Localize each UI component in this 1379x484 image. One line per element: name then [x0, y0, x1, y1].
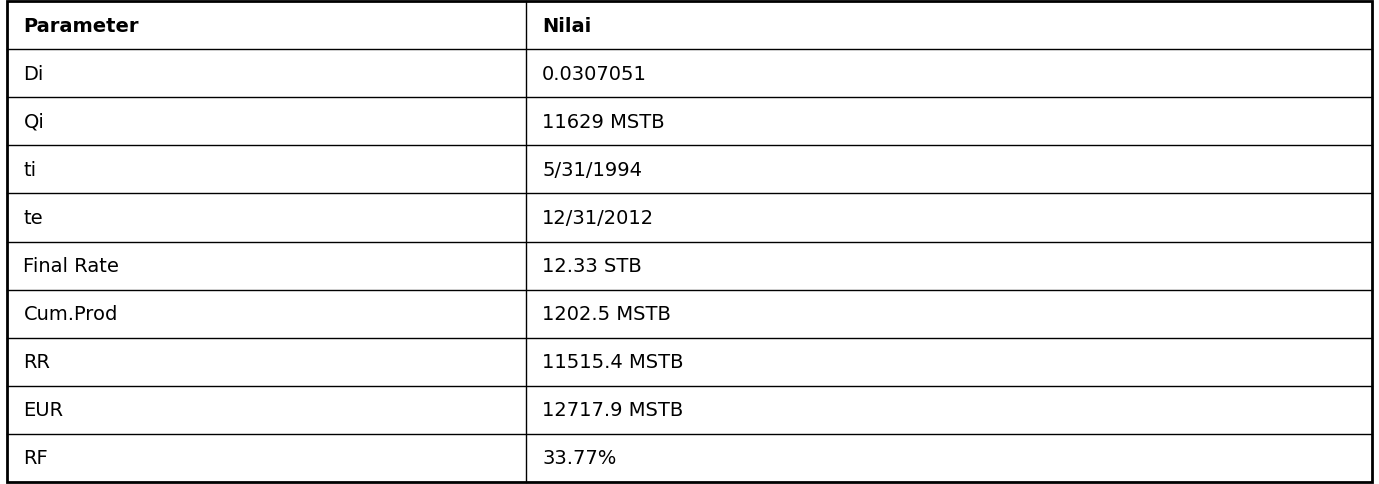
Text: EUR: EUR	[23, 400, 63, 419]
Bar	[7, 2, 1372, 50]
Text: 12717.9 MSTB: 12717.9 MSTB	[542, 400, 684, 419]
Text: RF: RF	[23, 448, 48, 467]
Text: 1202.5 MSTB: 1202.5 MSTB	[542, 304, 672, 323]
Text: Qi: Qi	[23, 113, 44, 132]
Text: Di: Di	[23, 65, 44, 84]
Text: 33.77%: 33.77%	[542, 448, 616, 467]
Text: Nilai: Nilai	[542, 17, 592, 36]
Text: 5/31/1994: 5/31/1994	[542, 161, 643, 180]
Text: 12.33 STB: 12.33 STB	[542, 257, 643, 275]
Text: 0.0307051: 0.0307051	[542, 65, 647, 84]
Text: 11629 MSTB: 11629 MSTB	[542, 113, 665, 132]
Text: Parameter: Parameter	[23, 17, 139, 36]
Text: RR: RR	[23, 352, 51, 371]
Text: ti: ti	[23, 161, 37, 180]
Text: Cum.Prod: Cum.Prod	[23, 304, 117, 323]
Text: Final Rate: Final Rate	[23, 257, 120, 275]
Text: te: te	[23, 209, 43, 227]
Text: 12/31/2012: 12/31/2012	[542, 209, 655, 227]
Text: 11515.4 MSTB: 11515.4 MSTB	[542, 352, 684, 371]
